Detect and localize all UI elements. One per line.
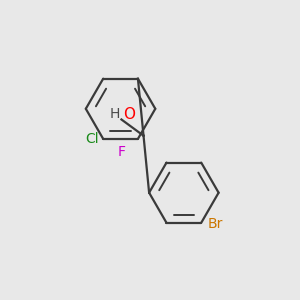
Text: Br: Br [208,217,223,231]
Text: H: H [110,107,120,121]
Text: F: F [118,145,126,159]
Text: O: O [123,107,135,122]
Text: Cl: Cl [85,132,99,146]
